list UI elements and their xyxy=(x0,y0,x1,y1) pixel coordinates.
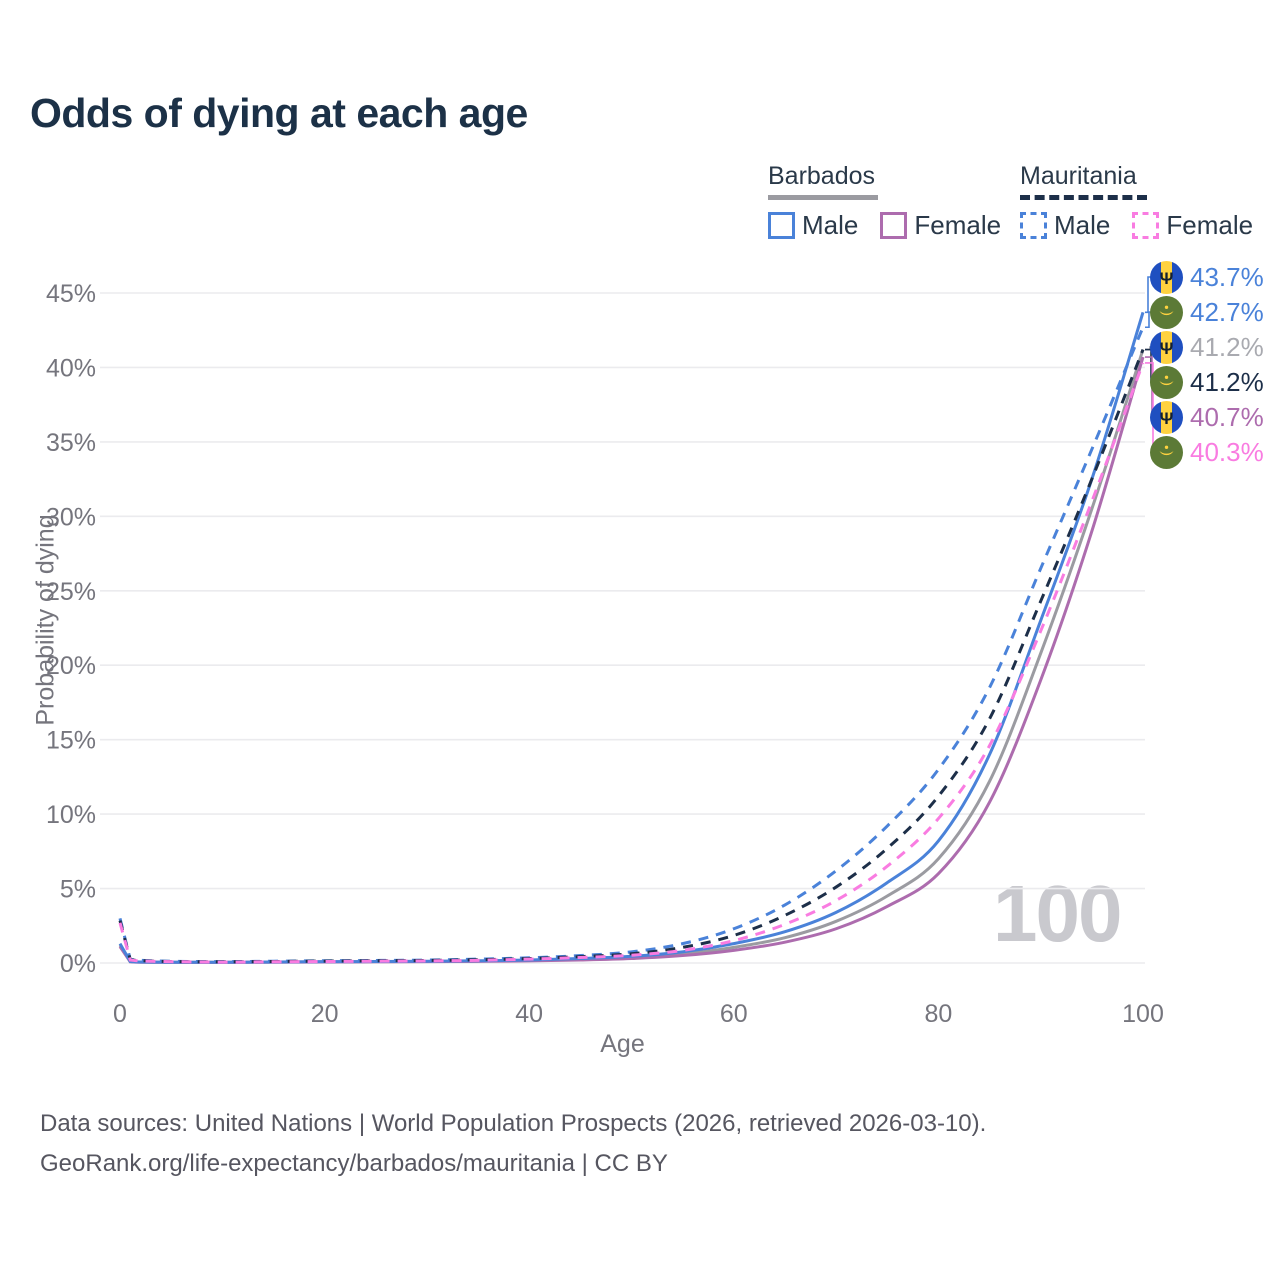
age-watermark: 100 xyxy=(993,869,1122,958)
data-sources-line: Data sources: United Nations | World Pop… xyxy=(40,1110,987,1137)
y-tick-label: 30% xyxy=(46,503,96,531)
y-tick-label: 20% xyxy=(46,652,96,680)
legend-country-mauritania: Mauritania xyxy=(1020,162,1137,190)
mauritania-line-swatch xyxy=(1020,195,1147,200)
legend-group-mauritania: Mauritania Male Female xyxy=(1020,162,1275,241)
mauritania-male-swatch xyxy=(1020,212,1047,239)
mauritania-female-swatch xyxy=(1132,212,1160,239)
series-line-barbados-male[interactable] xyxy=(118,311,1145,964)
y-tick-label: 35% xyxy=(46,429,96,457)
page-title: Odds of dying at each age xyxy=(30,90,528,136)
x-tick-label: 60 xyxy=(720,1000,748,1028)
y-axis-title: Probability of dying xyxy=(31,514,60,726)
legend-label: Male xyxy=(1054,210,1111,240)
x-tick-label: 40 xyxy=(515,1000,543,1028)
footer: Data sources: United Nations | World Pop… xyxy=(40,1104,986,1184)
series-line-barbados-female[interactable] xyxy=(118,356,1145,964)
y-tick-label: 25% xyxy=(46,578,96,606)
legend-label: Male xyxy=(802,210,859,240)
end-label-connector-mauritania-male xyxy=(1145,311,1156,329)
y-tick-label: 45% xyxy=(46,280,96,308)
y-tick-label: 10% xyxy=(46,801,96,829)
barbados-male-swatch xyxy=(768,212,795,239)
legend-item-mauritania-male[interactable]: Male xyxy=(1020,210,1110,241)
legend-item-mauritania-female[interactable]: Female xyxy=(1132,210,1253,241)
legend-group-barbados: Barbados Male Female xyxy=(768,162,1023,241)
end-label-connector-barbados-male xyxy=(1145,276,1156,314)
end-label-connector-mauritania-total xyxy=(1145,348,1156,383)
x-tick-label: 100 xyxy=(1122,1000,1164,1028)
y-tick-label: 0% xyxy=(60,950,96,978)
barbados-female-swatch xyxy=(880,212,908,239)
x-axis-title: Age xyxy=(600,1030,644,1058)
legend-label: Female xyxy=(1166,210,1254,240)
attribution-line: GeoRank.org/life-expectancy/barbados/mau… xyxy=(40,1150,668,1177)
legend-item-barbados-male[interactable]: Male xyxy=(768,210,858,241)
legend-country-barbados: Barbados xyxy=(768,162,876,190)
x-tick-label: 80 xyxy=(924,1000,952,1028)
x-tick-label: 0 xyxy=(113,1000,127,1028)
y-tick-label: 5% xyxy=(60,876,96,904)
series-line-mauritania-male[interactable] xyxy=(118,326,1145,964)
barbados-line-swatch xyxy=(768,195,878,200)
y-tick-label: 40% xyxy=(46,354,96,382)
series-line-mauritania-female[interactable] xyxy=(118,362,1145,964)
legend-item-barbados-female[interactable]: Female xyxy=(880,210,1001,241)
x-tick-label: 20 xyxy=(311,1000,339,1028)
legend-label: Female xyxy=(914,210,1002,240)
y-tick-label: 15% xyxy=(46,727,96,755)
